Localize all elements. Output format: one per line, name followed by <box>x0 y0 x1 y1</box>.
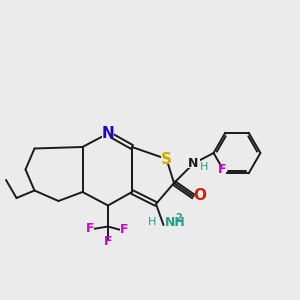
Text: F: F <box>218 163 226 176</box>
Text: H: H <box>200 161 208 172</box>
Text: 2: 2 <box>175 213 182 223</box>
Text: H: H <box>148 217 156 227</box>
Text: F: F <box>104 235 112 248</box>
Text: N: N <box>188 157 198 170</box>
Text: S: S <box>161 152 172 166</box>
FancyBboxPatch shape <box>218 167 226 174</box>
Text: NH: NH <box>165 215 186 229</box>
Text: F: F <box>120 223 129 236</box>
FancyBboxPatch shape <box>188 159 200 168</box>
Text: O: O <box>193 188 206 202</box>
FancyBboxPatch shape <box>103 240 112 246</box>
Text: F: F <box>86 221 94 235</box>
FancyBboxPatch shape <box>160 154 172 164</box>
FancyBboxPatch shape <box>85 226 94 233</box>
FancyBboxPatch shape <box>120 228 129 234</box>
FancyBboxPatch shape <box>102 129 114 138</box>
FancyBboxPatch shape <box>195 193 204 200</box>
Text: N: N <box>102 126 114 141</box>
